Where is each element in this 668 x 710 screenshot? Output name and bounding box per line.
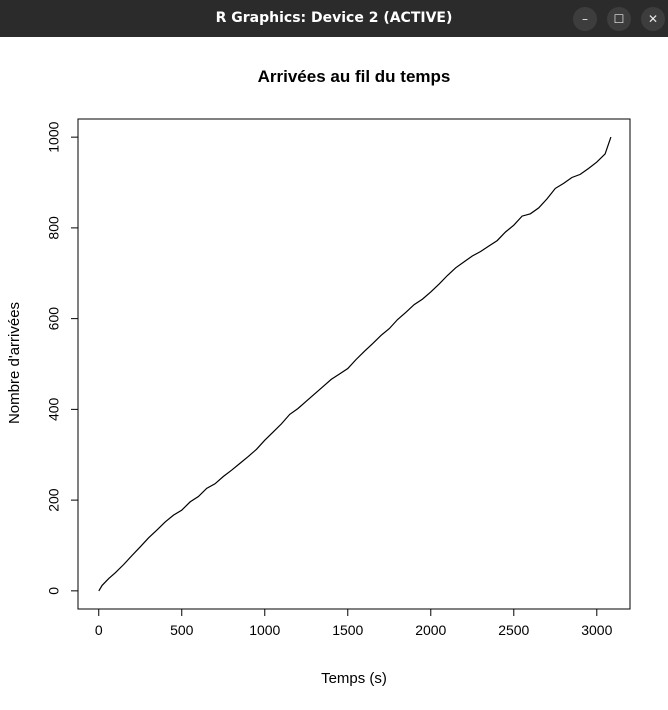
arrivals-series-line	[98, 136, 612, 592]
y-tick-label: 200	[46, 488, 62, 512]
y-tick-label: 0	[46, 587, 62, 595]
x-tick-label: 3000	[581, 622, 612, 638]
x-tick-label: 2500	[498, 622, 529, 638]
maximize-button[interactable]: ☐	[607, 7, 631, 31]
y-tick-label: 600	[46, 307, 62, 331]
minimize-icon: –	[582, 12, 588, 26]
maximize-icon: ☐	[613, 12, 625, 26]
x-tick-label: 0	[95, 622, 103, 638]
y-tick-label: 1000	[46, 121, 62, 152]
plot-frame	[77, 118, 631, 610]
y-axis: 0 200 400 600 800 1000	[46, 121, 79, 595]
y-tick-label: 400	[46, 397, 62, 421]
close-icon: ✕	[647, 12, 659, 26]
plot-area: Arrivées au fil du temps 0 500 1000 1500 200…	[0, 37, 668, 705]
arrivals-chart: Arrivées au fil du temps 0 500 1000 1500 200…	[6, 67, 631, 687]
window-titlebar: R Graphics: Device 2 (ACTIVE) – ☐ ✕	[0, 0, 668, 37]
x-axis: 0 500 1000 1500 2000 2500 3000	[95, 608, 613, 638]
minimize-button[interactable]: –	[573, 7, 597, 31]
y-tick-label: 800	[46, 216, 62, 240]
window-title: R Graphics: Device 2 (ACTIVE)	[215, 10, 453, 26]
close-button[interactable]: ✕	[641, 7, 665, 31]
x-axis-label: Temps (s)	[321, 670, 387, 687]
x-tick-label: 2000	[415, 622, 446, 638]
x-tick-label: 500	[170, 622, 194, 638]
x-tick-label: 1500	[332, 622, 363, 638]
x-tick-label: 1000	[249, 622, 280, 638]
chart-title: Arrivées au fil du temps	[258, 67, 451, 86]
y-axis-label: Nombre d'arrivées	[6, 302, 23, 424]
